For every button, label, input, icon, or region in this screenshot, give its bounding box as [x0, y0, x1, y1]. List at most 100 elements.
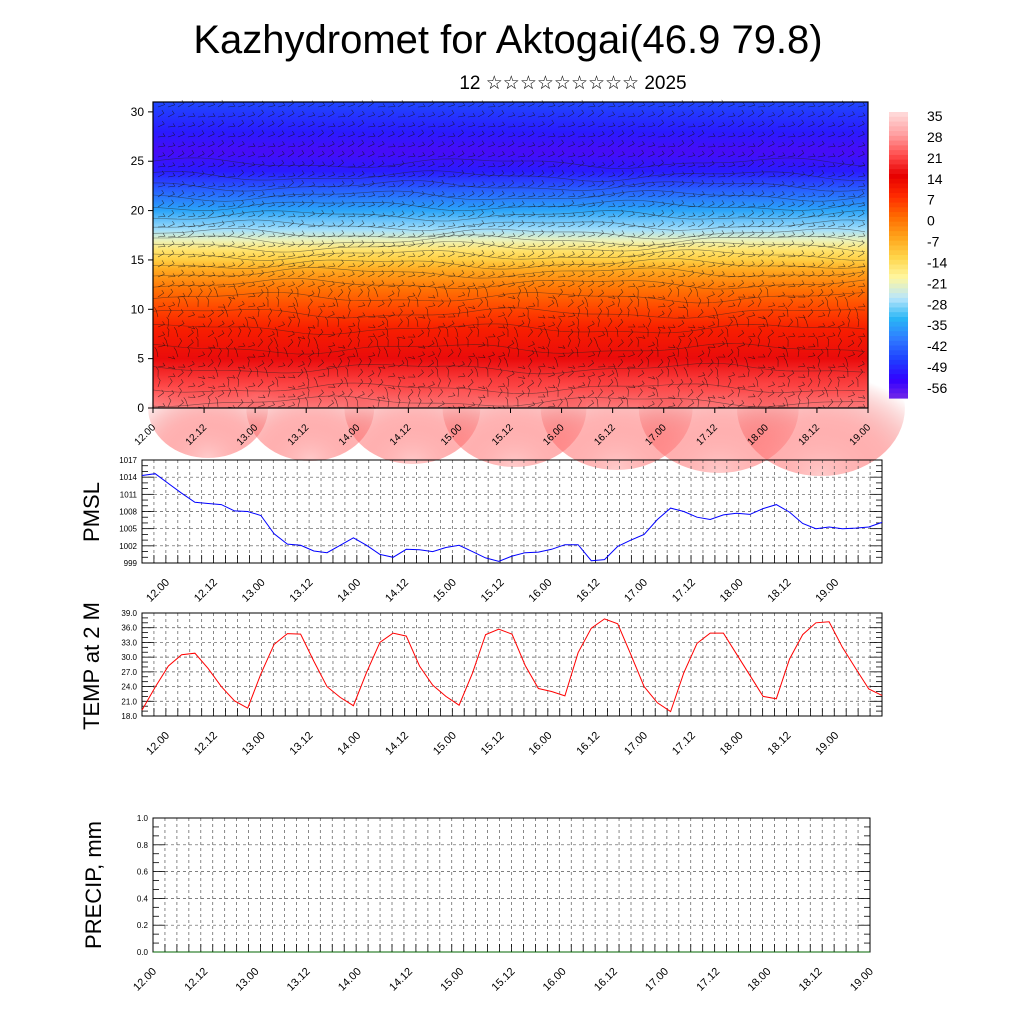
colorbar-band: [889, 121, 908, 127]
x-tick-label: 17.12: [670, 730, 698, 758]
isotherm-line: [152, 307, 866, 319]
x-tick-label: 14.12: [383, 577, 411, 605]
y-tick-label: 1014: [119, 473, 137, 482]
colorbar-label: -14: [927, 254, 947, 270]
page-title: Kazhydromet for Aktogai(46.9 79.8): [193, 18, 823, 62]
x-tick-label: 19.00: [813, 730, 841, 758]
y-tick-label: 1008: [119, 508, 137, 517]
series-line: [141, 618, 883, 713]
colorbar-band: [889, 159, 908, 166]
colorbar-label: 21: [927, 150, 943, 166]
isotherm-line: [152, 395, 866, 408]
y-tick-label: 30: [131, 105, 145, 119]
x-tick-label: 18.00: [718, 577, 746, 605]
y-tick-label: 0.4: [137, 894, 149, 903]
colorbar-label: 28: [927, 129, 943, 145]
x-tick-label: 15.12: [490, 966, 518, 994]
colorbar-band: [889, 316, 908, 323]
colorbar-band: [889, 188, 908, 194]
colorbar-band: [889, 169, 908, 175]
x-tick-label: 18.12: [797, 966, 825, 994]
colorbar-band: [889, 131, 908, 137]
colorbar-band: [889, 355, 908, 361]
isotherm-line: [152, 382, 865, 395]
colorbar-band: [889, 255, 908, 261]
isotherm-line: [153, 234, 866, 246]
colorbar-band: [889, 293, 908, 299]
colorbar-band: [889, 288, 908, 294]
x-tick-label: 17.00: [622, 730, 650, 758]
wind-barbs: [153, 99, 866, 410]
colorbar-band: [889, 274, 908, 280]
isotherm-line: [152, 292, 866, 304]
colorbar-band: [889, 326, 908, 332]
isotherm-line: [152, 170, 866, 182]
y-tick-label: 1002: [119, 542, 137, 551]
y-tick-label: 0.2: [137, 921, 149, 930]
colorbar-label: -21: [927, 275, 947, 291]
y-tick-label: 25: [131, 154, 145, 168]
colorbar-band: [889, 193, 908, 199]
x-tick-label: 12.12: [192, 577, 220, 605]
x-tick-label: 13.12: [288, 730, 316, 758]
y-tick-label: 10: [131, 302, 145, 316]
colorbar-band: [889, 302, 908, 309]
colorbar-band: [889, 259, 908, 266]
y-tick-label: 24.0: [121, 683, 137, 692]
x-tick-label: 13.12: [285, 966, 313, 994]
colorbar-band: [889, 112, 908, 118]
colorbar-band: [889, 312, 908, 318]
colorbar-band: [889, 226, 908, 232]
x-tick-label: 19.00: [848, 966, 876, 994]
precip-chart: 0.0 0.2 0.4 0.6 0.8 1.0 12.00 12.12 13.00 13.12 14…: [81, 814, 876, 994]
colorbar-band: [889, 264, 908, 270]
colorbar-band: [889, 297, 908, 304]
colorbar-band: [889, 145, 908, 151]
page-subtitle: 12 ☆☆☆☆☆☆☆☆☆ 2025: [459, 73, 687, 94]
isotherm-line: [152, 342, 866, 355]
x-tick-label: 17.12: [670, 577, 698, 605]
colorbar-band: [889, 369, 908, 375]
colorbar-band: [889, 164, 908, 170]
y-tick-label: 33.0: [121, 638, 137, 647]
colorbar-label: -28: [927, 296, 947, 312]
temperature-chart: 18.0 21.0 24.0 27.0 30.0 33.0 36.0 39.0 12.00 12.…: [79, 602, 883, 758]
colorbar-band: [889, 340, 908, 347]
plot-frame: [141, 612, 883, 717]
x-tick-label: 14.00: [335, 730, 363, 758]
colorbar-band: [889, 212, 908, 218]
colorbar-band: [889, 207, 908, 213]
x-tick-label: 16.00: [541, 966, 569, 994]
colorbar-band: [889, 378, 908, 385]
colorbar-band: [889, 250, 908, 256]
y-axis-title: PRECIP, mm: [81, 821, 106, 949]
y-tick-label: 39.0: [121, 609, 137, 618]
x-tick-label: 12.12: [182, 966, 210, 994]
isotherm-line: [152, 323, 866, 335]
y-tick-label: 1017: [119, 456, 137, 465]
y-tick-label: 0.8: [137, 841, 149, 850]
colorbar-label: 7: [927, 192, 935, 208]
y-tick-label: 0.0: [137, 948, 149, 957]
colorbar-band: [889, 221, 908, 227]
colorbar-label: -35: [927, 317, 947, 333]
colorbar-band: [889, 283, 908, 289]
x-tick-label: 12.12: [192, 730, 220, 758]
colorbar-band: [889, 126, 908, 132]
colorbar-band: [889, 216, 908, 223]
series-line: [141, 473, 883, 562]
x-tick-label: 18.00: [718, 730, 746, 758]
x-tick-label: 16.12: [592, 966, 620, 994]
colorbar-label: 14: [927, 171, 943, 187]
isotherm-line: [152, 241, 866, 253]
y-tick-label: 1.0: [137, 814, 149, 823]
x-tick-label: 12.00: [144, 577, 172, 605]
y-tick-label: 5: [137, 352, 144, 366]
colorbar-label: -49: [927, 359, 947, 375]
colorbar-band: [889, 240, 908, 247]
x-tick-label: 15.00: [438, 966, 466, 994]
x-tick-label: 15.00: [431, 577, 459, 605]
x-tick-label: 18.00: [746, 966, 774, 994]
y-tick-label: 21.0: [121, 697, 137, 706]
